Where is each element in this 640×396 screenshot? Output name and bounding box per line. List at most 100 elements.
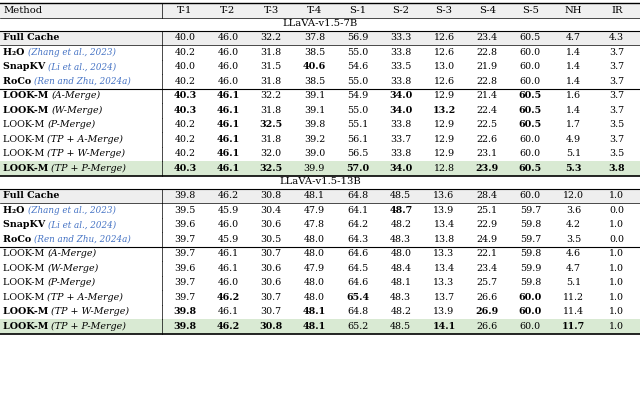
Text: 46.1: 46.1: [216, 149, 239, 158]
Text: 1.4: 1.4: [566, 106, 581, 115]
Text: 1.0: 1.0: [609, 307, 624, 316]
Text: 14.1: 14.1: [433, 322, 456, 331]
Text: 1.4: 1.4: [566, 77, 581, 86]
Text: 60.0: 60.0: [520, 62, 541, 71]
Text: 55.0: 55.0: [347, 77, 368, 86]
Text: 13.6: 13.6: [433, 191, 454, 200]
Text: 4.9: 4.9: [566, 135, 581, 144]
Text: 13.7: 13.7: [433, 293, 454, 302]
Text: 0.0: 0.0: [609, 206, 624, 215]
Text: 5.1: 5.1: [566, 149, 581, 158]
Text: 48.1: 48.1: [303, 322, 326, 331]
Text: 3.5: 3.5: [566, 235, 581, 244]
Text: 22.9: 22.9: [477, 220, 498, 229]
Text: (TP + P-Merge): (TP + P-Merge): [51, 322, 127, 331]
Text: 39.2: 39.2: [304, 135, 325, 144]
Text: 60.5: 60.5: [519, 106, 542, 115]
Text: 31.8: 31.8: [260, 135, 282, 144]
Text: 40.2: 40.2: [174, 120, 195, 129]
Text: 12.9: 12.9: [433, 135, 454, 144]
Text: 48.0: 48.0: [390, 249, 412, 258]
Text: 23.4: 23.4: [477, 264, 498, 273]
Text: (A-Merge): (A-Merge): [51, 91, 100, 100]
Text: 30.7: 30.7: [260, 307, 282, 316]
Text: 48.5: 48.5: [390, 191, 412, 200]
Text: (W-Merge): (W-Merge): [51, 106, 103, 115]
Text: 48.1: 48.1: [390, 278, 412, 287]
Text: 30.8: 30.8: [260, 322, 283, 331]
Text: 59.8: 59.8: [520, 249, 541, 258]
Text: 40.3: 40.3: [173, 164, 196, 173]
Text: 11.4: 11.4: [563, 307, 584, 316]
Text: 39.6: 39.6: [174, 264, 195, 273]
Text: 1.7: 1.7: [566, 120, 581, 129]
Text: (P-Merge): (P-Merge): [47, 278, 95, 287]
Text: 3.7: 3.7: [609, 48, 625, 57]
Text: 48.7: 48.7: [389, 206, 412, 215]
Text: 32.0: 32.0: [260, 149, 282, 158]
Text: 3.8: 3.8: [609, 164, 625, 173]
Text: 33.5: 33.5: [390, 62, 412, 71]
Text: 1.0: 1.0: [609, 249, 624, 258]
Text: T-1: T-1: [177, 6, 193, 15]
Text: 26.6: 26.6: [477, 293, 498, 302]
Text: Full Cache: Full Cache: [3, 33, 60, 42]
Text: S-2: S-2: [392, 6, 410, 15]
Text: 13.0: 13.0: [433, 62, 454, 71]
Text: 45.9: 45.9: [218, 206, 239, 215]
Text: 64.6: 64.6: [347, 278, 368, 287]
Text: 48.5: 48.5: [390, 322, 412, 331]
Bar: [0, 3, 640, 17]
Text: 12.9: 12.9: [433, 120, 454, 129]
Text: 65.4: 65.4: [346, 293, 369, 302]
Text: (Ren and Zhu, 2024a): (Ren and Zhu, 2024a): [35, 77, 131, 86]
Text: 46.0: 46.0: [218, 278, 239, 287]
Text: H₂O: H₂O: [3, 206, 28, 215]
Text: 46.0: 46.0: [218, 48, 239, 57]
Text: 38.5: 38.5: [304, 48, 325, 57]
Text: 39.0: 39.0: [304, 149, 325, 158]
Text: 30.6: 30.6: [260, 220, 282, 229]
Text: 48.3: 48.3: [390, 293, 412, 302]
Text: (TP + A-Merge): (TP + A-Merge): [47, 135, 124, 144]
Text: 60.0: 60.0: [520, 77, 541, 86]
Text: 60.0: 60.0: [520, 149, 541, 158]
Text: 37.8: 37.8: [304, 33, 325, 42]
Text: 39.7: 39.7: [174, 235, 195, 244]
Text: 40.3: 40.3: [173, 91, 196, 100]
Text: SnapKV: SnapKV: [3, 220, 49, 229]
Text: 60.5: 60.5: [519, 91, 542, 100]
Text: 31.8: 31.8: [260, 106, 282, 115]
Text: 34.0: 34.0: [389, 91, 412, 100]
Text: 4.7: 4.7: [566, 33, 581, 42]
Text: 0.0: 0.0: [609, 235, 624, 244]
Text: 39.8: 39.8: [173, 307, 196, 316]
Text: 12.8: 12.8: [433, 164, 454, 173]
Text: 39.8: 39.8: [174, 191, 195, 200]
Text: 1.0: 1.0: [609, 191, 624, 200]
Text: 60.0: 60.0: [519, 307, 542, 316]
Text: 32.2: 32.2: [260, 91, 282, 100]
Text: 46.1: 46.1: [216, 91, 239, 100]
Text: (A-Merge): (A-Merge): [47, 249, 97, 258]
Text: 39.5: 39.5: [174, 206, 195, 215]
Text: 46.1: 46.1: [218, 249, 239, 258]
Text: 3.6: 3.6: [566, 206, 581, 215]
Text: 60.5: 60.5: [520, 33, 541, 42]
Text: 3.7: 3.7: [609, 77, 625, 86]
Text: LOOK-M: LOOK-M: [3, 293, 47, 302]
Text: 32.5: 32.5: [260, 164, 283, 173]
Text: 39.1: 39.1: [304, 91, 325, 100]
Text: LOOK-M: LOOK-M: [3, 249, 47, 258]
Text: 46.1: 46.1: [216, 106, 239, 115]
Text: 60.0: 60.0: [520, 135, 541, 144]
Text: 30.4: 30.4: [260, 206, 282, 215]
Text: LOOK-M: LOOK-M: [3, 106, 51, 115]
Text: Full Cache: Full Cache: [3, 191, 60, 200]
Text: 56.1: 56.1: [347, 135, 368, 144]
Text: 26.9: 26.9: [476, 307, 499, 316]
Text: 3.5: 3.5: [609, 120, 625, 129]
Text: 39.8: 39.8: [173, 322, 196, 331]
Text: 40.2: 40.2: [174, 48, 195, 57]
Text: 46.0: 46.0: [218, 62, 239, 71]
